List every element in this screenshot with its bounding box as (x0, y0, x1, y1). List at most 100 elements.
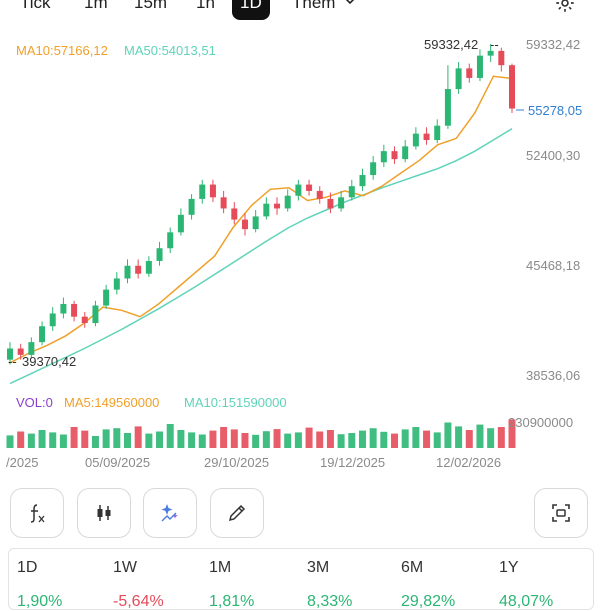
volume-bar (487, 428, 495, 448)
volume-bar (337, 434, 345, 448)
vol-max-label: 230900000 (508, 415, 573, 430)
candle-body (39, 326, 46, 343)
volume-bar (444, 422, 452, 448)
tab-1h[interactable]: 1h (196, 0, 215, 12)
indicator-button[interactable] (10, 488, 64, 538)
ma50-legend: MA50:54013,51 (124, 43, 216, 58)
volume-bar (188, 432, 196, 448)
tab-tick[interactable]: Tick (20, 0, 51, 12)
tab-more[interactable]: Thêm (292, 0, 336, 12)
candle-body (338, 197, 345, 209)
volume-bar (6, 435, 14, 448)
candle-body (370, 162, 377, 176)
date-label: 05/09/2025 (85, 455, 150, 470)
volume-bar (455, 426, 463, 448)
candle-body (145, 260, 152, 274)
volume-bar (348, 433, 356, 448)
volume-bar (209, 430, 217, 448)
candle-body (124, 265, 131, 279)
period-label[interactable]: 1D (17, 559, 38, 576)
volume-bar (380, 431, 388, 448)
candle-body (113, 278, 120, 290)
volume-bar (305, 427, 313, 448)
candle-body (476, 55, 483, 78)
candle-body (92, 305, 99, 324)
screenshot-icon (552, 504, 570, 522)
volume-bars (6, 419, 516, 448)
candle-body (7, 348, 13, 360)
period-change: -5,64% (113, 593, 164, 610)
period-label[interactable]: 3M (307, 559, 330, 576)
volume-bar (38, 430, 46, 448)
candle-body (444, 89, 451, 126)
high-price-label: 59332,42 (424, 37, 478, 52)
volume-bar (401, 429, 409, 448)
volume-bar (412, 427, 420, 448)
chevron-down-icon[interactable] (344, 0, 356, 6)
candle-body (284, 195, 291, 209)
ma50-polyline (9, 128, 513, 385)
volume-bar (497, 427, 505, 448)
tab-1m[interactable]: 1m (84, 0, 108, 12)
draw-button[interactable] (210, 488, 264, 538)
svg-text:--: -- (8, 354, 17, 369)
volume-bar (230, 429, 238, 448)
candles (7, 44, 515, 365)
candle-body (509, 65, 515, 109)
volume-bar (294, 432, 302, 448)
candle-body (17, 348, 24, 355)
candle-body (498, 50, 505, 66)
candle-body (135, 265, 142, 274)
candle-body (359, 175, 366, 187)
volume-bar (433, 432, 441, 448)
price-axis-label: 59332,42 (526, 37, 580, 52)
candle-body (49, 313, 56, 327)
candle-body (28, 342, 35, 355)
period-change: 48,07% (499, 593, 554, 610)
interval-tabs: Tick 1m 15m 1h 1D Thêm (0, 0, 600, 20)
gear-icon[interactable] (554, 0, 576, 14)
candle-body (231, 208, 238, 220)
candle-body (241, 219, 248, 230)
candle-body (103, 289, 110, 306)
period-label[interactable]: 6M (401, 559, 424, 576)
date-label: 29/10/2025 (204, 455, 269, 470)
volume-bar (252, 434, 260, 448)
ai-sparkle-icon (161, 504, 178, 522)
volume-bar (273, 429, 281, 448)
volume-bar (326, 430, 334, 448)
candle-body (199, 184, 206, 199)
pencil-icon (228, 504, 246, 522)
volume-bar (198, 434, 206, 448)
low-price-label: 39370,42 (22, 354, 76, 369)
volume-bar (262, 431, 270, 448)
price-chart[interactable]: MA10:57166,12 MA50:54013,51 59332,42 524… (0, 30, 600, 470)
tab-1d[interactable]: 1D (232, 0, 270, 20)
volume-bar (102, 429, 110, 448)
volume-bar (134, 426, 142, 448)
function-icon (30, 504, 45, 523)
candle-body (188, 198, 195, 215)
chart-type-button[interactable] (77, 488, 131, 538)
candle-body (81, 316, 88, 324)
volume-bar (220, 427, 228, 448)
candle-body (71, 303, 78, 317)
screenshot-button[interactable] (534, 488, 588, 538)
period-label[interactable]: 1M (209, 559, 232, 576)
candle-body (156, 248, 163, 261)
candle-body (348, 186, 355, 198)
volume-bar (166, 424, 174, 448)
price-axis-label: 52400,30 (526, 148, 580, 163)
volume-bar (241, 433, 249, 448)
volume-bar (284, 433, 292, 448)
candle-body (220, 197, 227, 209)
volume-bar (49, 432, 57, 448)
candle-body (391, 151, 398, 160)
ai-analysis-button[interactable] (143, 488, 197, 538)
volume-bar (70, 427, 78, 448)
volume-bar (391, 433, 399, 448)
period-label[interactable]: 1W (113, 559, 137, 576)
tab-15m[interactable]: 15m (134, 0, 168, 12)
period-label[interactable]: 1Y (499, 559, 519, 576)
price-axis-label: 45468,18 (526, 258, 580, 273)
